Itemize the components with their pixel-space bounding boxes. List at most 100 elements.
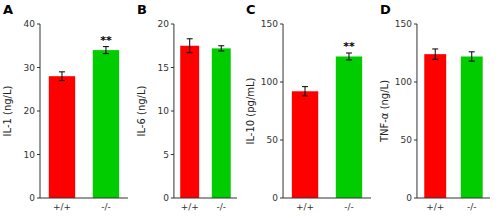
y-tick [171,67,174,68]
error-stem [189,39,190,53]
error-cap [302,86,308,87]
error-cap [432,48,438,49]
marks [180,39,230,198]
y-tick-label: 0 [272,193,278,203]
error-cap [187,52,193,53]
error-stem [435,49,436,59]
error-stem [61,72,62,81]
error-cap [59,71,65,72]
error-stem [348,53,349,60]
y-tick [171,24,174,25]
error-stem [471,52,472,61]
x-axis-line [417,198,490,199]
x-tick-label: +/+ [296,202,314,212]
y-tick-label: 150 [395,19,412,29]
error-bar [432,49,438,59]
x-tick-label: -/- [216,202,226,212]
panel: BIL-6 (ng/L)05101520+/+-/- [136,2,237,212]
y-tick-label: 20 [157,19,169,29]
y-tick [171,198,174,199]
x-tick-label: -/- [344,202,354,212]
bar [93,50,119,198]
y-tick [280,198,283,199]
error-bar [302,87,308,96]
y-axis-label: IL-1 (ng/L) [2,85,13,136]
y-tick [280,24,283,25]
y-tick-label: 150 [261,19,278,29]
error-bar [346,53,352,60]
y-tick [171,111,174,112]
marks [292,53,362,198]
y-tick [37,24,40,25]
panel: D TNF-α (ng/L) 0 50 100 150 +/+ -/- [379,2,490,212]
y-tick-label: 100 [261,77,278,87]
error-cap [302,95,308,96]
error-cap [346,59,352,60]
error-cap [469,51,475,52]
y-tick [280,82,283,83]
y-tick [171,154,174,155]
y-tick [37,111,40,112]
error-stem [305,87,306,96]
panel-label: B [137,2,147,17]
figure: A IL-1 (ng/L) 0 10 20 30 40 +/+ -/- ** B IL-6 (ng/L… [0,0,500,218]
bar [424,54,446,198]
error-bar [469,52,475,61]
error-bar [103,47,109,54]
y-tick-label: 20 [24,106,36,116]
y-tick-label: 100 [395,77,412,87]
x-tick-label: +/+ [426,202,444,212]
error-stem [221,46,222,51]
bar [49,76,75,198]
y-axis-line [416,24,417,198]
y-tick [414,140,417,141]
significance-label: ** [100,34,112,47]
y-tick [414,198,417,199]
y-axis-label: TNF-α (ng/L) [379,80,390,143]
error-bar [218,46,224,51]
x-tick-label: -/- [467,202,477,212]
x-axis-line [40,198,128,199]
bar [212,48,231,198]
y-tick-label: 10 [157,106,169,116]
y-tick-label: 50 [401,135,413,145]
y-tick-label: 15 [157,63,168,73]
y-tick-label: 0 [29,193,35,203]
y-tick-label: 40 [24,19,36,29]
panel-label: D [380,2,391,17]
bar [292,91,318,198]
x-tick-label: +/+ [181,202,199,212]
error-cap [432,59,438,60]
error-cap [187,38,193,39]
bar [336,56,362,198]
y-tick-label: 10 [24,150,36,160]
y-tick-label: 0 [406,193,412,203]
marks [49,47,119,198]
y-axis-label: IL-6 (ng/L) [136,85,147,136]
panel-label: A [3,2,13,17]
significance-label: ** [343,40,355,53]
y-tick [414,82,417,83]
panel-label: C [246,2,256,17]
y-tick-label: 30 [24,63,36,73]
y-axis-label: IL-10 (pg/mL) [245,77,256,144]
x-tick-label: -/- [101,202,111,212]
error-cap [218,45,224,46]
x-axis-line [283,198,371,199]
error-cap [59,80,65,81]
y-tick-label: 50 [267,135,279,145]
panel: C IL-10 (pg/mL) 0 50 100 150 +/+ -/- ** [245,2,371,212]
y-tick [37,198,40,199]
error-bar [187,39,193,53]
y-tick-label: 5 [163,150,169,160]
y-tick [414,24,417,25]
error-cap [218,50,224,51]
x-axis-line [174,198,237,199]
error-cap [103,53,109,54]
y-axis-line [283,24,284,198]
y-tick [37,154,40,155]
marks [424,49,482,198]
panel: AIL-1 (ng/L)010203040+/+-/-** [2,2,128,212]
y-tick [37,67,40,68]
bar [180,46,199,198]
